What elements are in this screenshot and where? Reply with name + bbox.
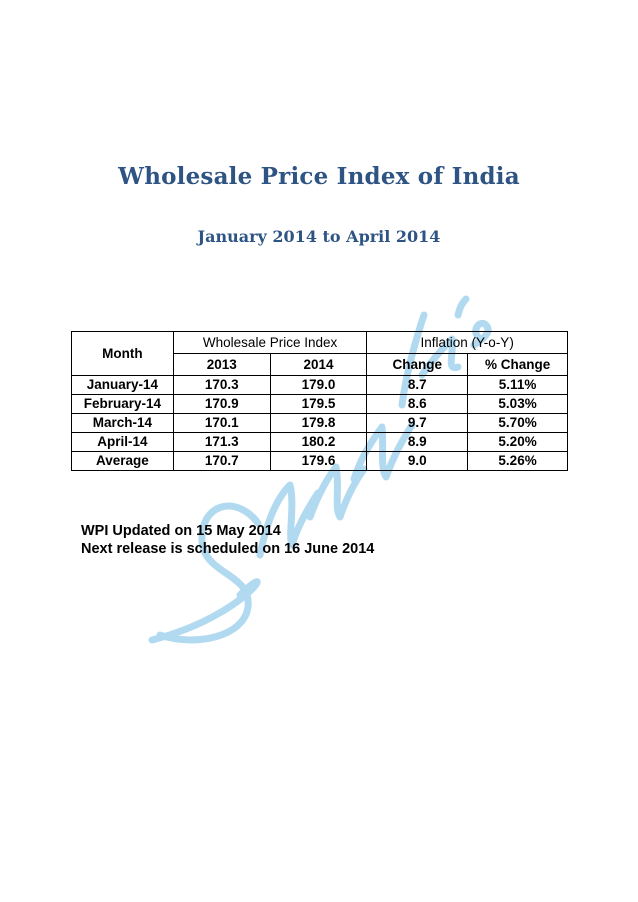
- row-2014: 179.8: [269, 413, 368, 433]
- row-pct-change: 5.70%: [467, 413, 568, 433]
- table-subheader-row: 2013 2014 Change % Change: [72, 353, 568, 376]
- inflation-group-header: Inflation (Y-o-Y): [366, 331, 568, 354]
- row-pct-change: 5.26%: [467, 451, 568, 471]
- table-row: March-14 170.1 179.8 9.7 5.70%: [71, 413, 568, 433]
- row-2014: 179.6: [269, 451, 368, 471]
- next-release-note: Next release is scheduled on 16 June 201…: [81, 541, 375, 557]
- row-month: March-14: [71, 413, 174, 433]
- table-row-average: Average 170.7 179.6 9.0 5.26%: [71, 451, 568, 471]
- row-2013: 170.7: [172, 451, 271, 471]
- row-change: 8.7: [366, 375, 469, 395]
- row-2013: 171.3: [172, 432, 271, 452]
- page-subtitle: January 2014 to April 2014: [197, 227, 441, 246]
- row-2013: 170.1: [172, 413, 271, 433]
- table-row: January-14 170.3 179.0 8.7 5.11%: [71, 375, 568, 395]
- row-2014: 179.0: [269, 375, 368, 395]
- row-pct-change: 5.03%: [467, 394, 568, 414]
- row-2013: 170.9: [172, 394, 271, 414]
- row-change: 8.6: [366, 394, 469, 414]
- month-header: Month: [71, 331, 174, 376]
- row-2014: 180.2: [269, 432, 368, 452]
- row-change: 9.7: [366, 413, 469, 433]
- row-2014: 179.5: [269, 394, 368, 414]
- update-notes: WPI Updated on 15 May 2014 Next release …: [81, 522, 374, 558]
- row-month: January-14: [71, 375, 174, 395]
- table-row: February-14 170.9 179.5 8.6 5.03%: [71, 394, 568, 414]
- table-header-row: Month Wholesale Price Index Inflation (Y…: [71, 331, 568, 376]
- row-change: 9.0: [366, 451, 469, 471]
- row-pct-change: 5.20%: [467, 432, 568, 452]
- col-2013-header: 2013: [172, 353, 271, 376]
- row-change: 8.9: [366, 432, 469, 452]
- row-month: Average: [71, 451, 174, 471]
- col-change-header: Change: [366, 353, 469, 376]
- updated-note: WPI Updated on 15 May 2014: [81, 523, 281, 539]
- page-title: Wholesale Price Index of India: [118, 163, 520, 190]
- table-row: April-14 171.3 180.2 8.9 5.20%: [71, 432, 568, 452]
- row-month: April-14: [71, 432, 174, 452]
- wpi-table: Month Wholesale Price Index Inflation (Y…: [71, 331, 568, 471]
- col-pct-change-header: % Change: [467, 353, 568, 376]
- col-2014-header: 2014: [269, 353, 368, 376]
- row-2013: 170.3: [172, 375, 271, 395]
- wpi-group-header: Wholesale Price Index: [172, 331, 368, 354]
- row-pct-change: 5.11%: [467, 375, 568, 395]
- row-month: February-14: [71, 394, 174, 414]
